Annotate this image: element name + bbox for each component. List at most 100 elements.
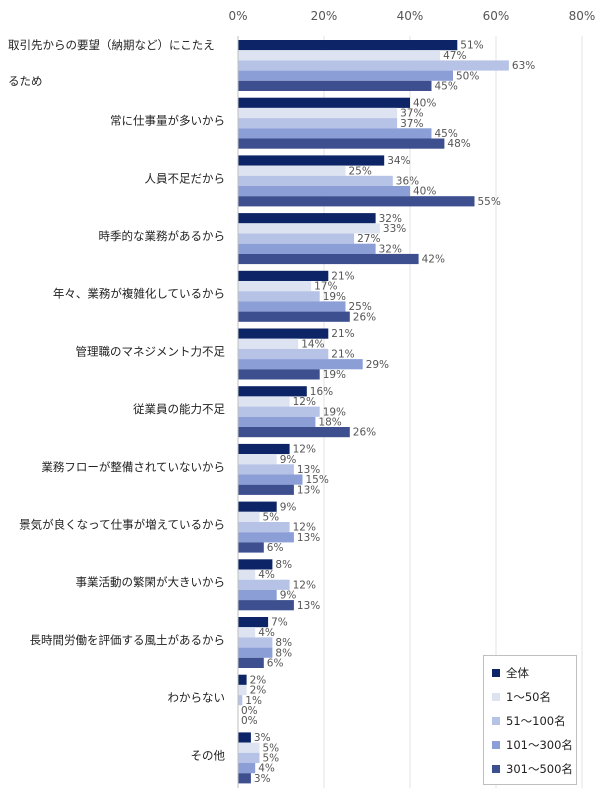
bar xyxy=(238,369,320,380)
bar xyxy=(238,742,260,753)
bar xyxy=(238,579,290,590)
data-label: 7% xyxy=(271,617,288,629)
category-label: 取引先からの要望（納期など）にこたえるため xyxy=(8,38,215,88)
category-label: 長時間労働を評価する風土があるから xyxy=(30,633,226,647)
bar xyxy=(238,107,398,119)
legend-label: 全体 xyxy=(506,666,529,680)
data-label: 34% xyxy=(387,155,410,167)
data-label: 51% xyxy=(460,40,483,52)
data-labels: 51%47%63%50%45%40%37%37%45%48%34%25%36%4… xyxy=(241,40,535,785)
category-label: 常に仕事量が多いから xyxy=(110,114,225,128)
bar xyxy=(238,443,290,455)
bar xyxy=(238,70,453,81)
bar xyxy=(238,40,458,51)
legend-label: 51～100名 xyxy=(506,714,566,728)
data-label: 8% xyxy=(275,647,292,659)
bar xyxy=(238,196,475,207)
category-label: 時季的な業務があるから xyxy=(99,229,226,243)
legend-swatch xyxy=(492,669,500,677)
category-label: 景気が良くなって仕事が増えているから xyxy=(19,517,225,531)
bar xyxy=(238,763,256,774)
data-label: 40% xyxy=(413,186,436,198)
bar xyxy=(238,338,299,349)
bar xyxy=(238,773,251,784)
bar xyxy=(238,569,256,580)
data-label: 8% xyxy=(275,637,292,649)
data-label: 3% xyxy=(254,732,271,744)
data-label: 6% xyxy=(267,542,284,554)
data-label: 27% xyxy=(357,233,380,245)
legend: 全体 1～50名 51～100名 101～300名 301～500名 xyxy=(483,655,577,785)
data-label: 5% xyxy=(263,512,280,524)
legend-item: 301～500名 xyxy=(492,757,576,781)
data-label: 17% xyxy=(314,281,337,293)
legend-item: 101～300名 xyxy=(492,733,576,757)
x-tick-label: 0% xyxy=(228,9,247,23)
gridlines xyxy=(323,36,583,789)
x-tick-label: 40% xyxy=(397,9,424,23)
data-label: 15% xyxy=(306,474,329,486)
category-labels: 取引先からの要望（納期など）にこたえるため常に仕事量が多いから人員不足だから時季… xyxy=(8,38,225,762)
bar xyxy=(238,674,247,685)
bar xyxy=(238,511,260,522)
bar xyxy=(238,138,445,149)
bar xyxy=(238,647,273,658)
category-label: 年々、業務が複雑化しているから xyxy=(53,287,225,301)
bar xyxy=(238,684,247,696)
data-label: 21% xyxy=(331,271,354,283)
data-label: 26% xyxy=(353,311,376,323)
data-label: 12% xyxy=(293,396,316,408)
data-label: 63% xyxy=(512,60,535,72)
data-label: 50% xyxy=(456,70,479,82)
data-label: 8% xyxy=(275,559,292,571)
data-label: 0% xyxy=(241,705,258,717)
data-label: 4% xyxy=(258,569,275,581)
data-label: 32% xyxy=(379,243,402,255)
data-label: 48% xyxy=(447,138,470,150)
bar xyxy=(238,155,385,166)
data-label: 13% xyxy=(297,532,320,544)
legend-swatch xyxy=(492,765,500,773)
data-label: 2% xyxy=(250,674,267,686)
bar xyxy=(238,348,329,360)
category-label-line: るため xyxy=(8,74,43,88)
data-label: 12% xyxy=(293,444,316,456)
data-label: 12% xyxy=(293,579,316,591)
data-label: 19% xyxy=(323,291,346,303)
bar xyxy=(238,359,363,370)
data-label: 2% xyxy=(250,685,267,697)
bar xyxy=(238,637,273,648)
data-label: 4% xyxy=(258,627,275,639)
bar xyxy=(238,732,251,743)
bar xyxy=(238,695,243,706)
bar xyxy=(238,752,260,763)
legend-label: 1～50名 xyxy=(506,690,551,704)
bar xyxy=(238,97,410,108)
bar xyxy=(238,600,294,611)
data-label: 13% xyxy=(297,600,320,612)
bar xyxy=(238,270,329,281)
bar xyxy=(238,657,264,668)
bar xyxy=(238,589,277,601)
category-label: 業務フローが整備されていないから xyxy=(41,460,225,474)
data-label: 5% xyxy=(263,742,280,754)
legend-item: 全体 xyxy=(492,661,576,685)
data-label: 9% xyxy=(280,501,297,513)
data-label: 14% xyxy=(301,338,324,350)
data-label: 5% xyxy=(263,753,280,765)
category-label: わからない xyxy=(168,691,226,705)
legend-label: 301～500名 xyxy=(506,762,573,776)
bar xyxy=(238,281,312,292)
category-label: その他 xyxy=(191,748,226,762)
data-label: 16% xyxy=(310,386,333,398)
data-label: 40% xyxy=(413,97,436,109)
data-label: 9% xyxy=(280,590,297,602)
bar xyxy=(238,165,346,176)
bar xyxy=(238,213,376,224)
bar xyxy=(238,175,393,186)
category-label: 事業活動の繁閑が大きいから xyxy=(76,575,226,589)
bar xyxy=(238,60,509,71)
bar xyxy=(238,416,316,427)
x-tick-label: 20% xyxy=(311,9,338,23)
data-label: 12% xyxy=(293,522,316,534)
